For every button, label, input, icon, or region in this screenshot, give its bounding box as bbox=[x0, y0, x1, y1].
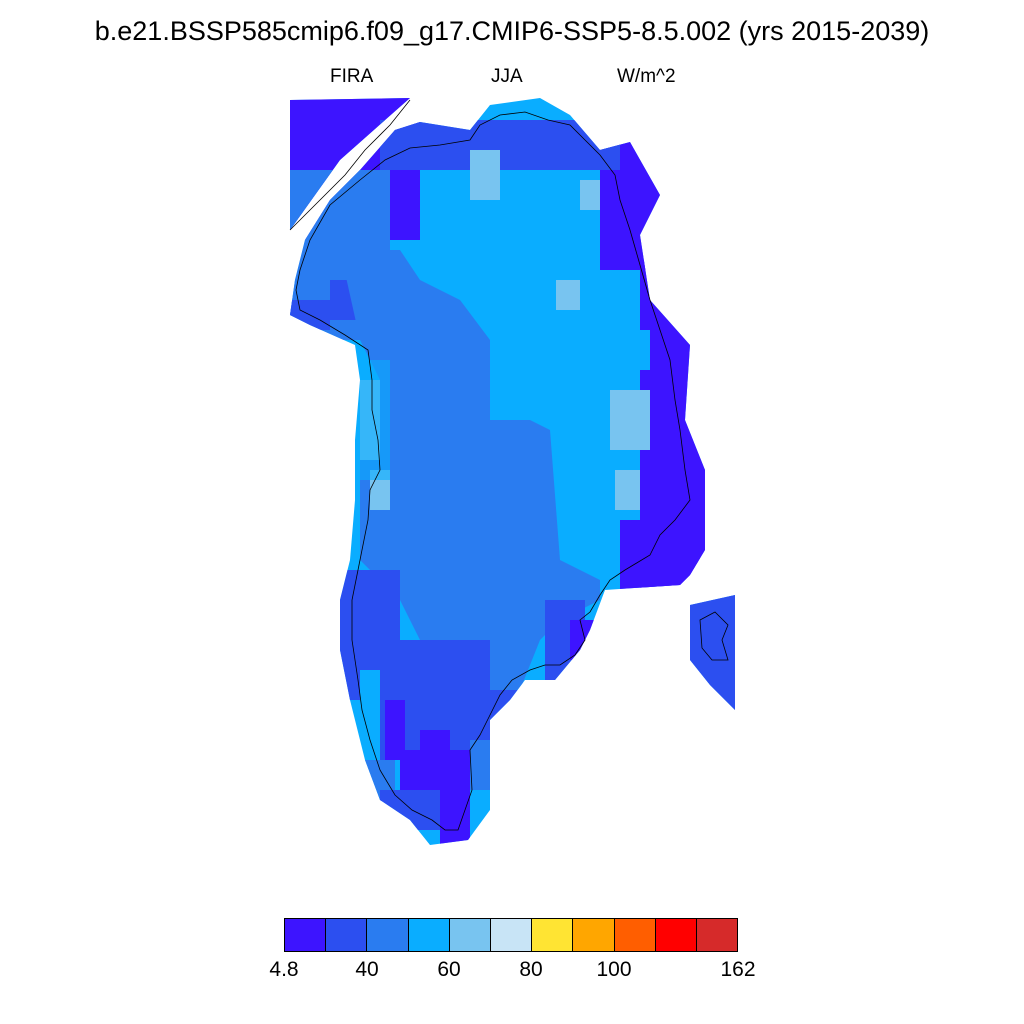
field-n-spot bbox=[470, 150, 500, 200]
colorbar-segment-11 bbox=[696, 919, 738, 951]
colorbar-segment-6 bbox=[490, 919, 533, 951]
field-s-deep1 bbox=[385, 700, 405, 760]
greenland-coastline bbox=[295, 111, 691, 831]
colorbar-segment-8 bbox=[573, 919, 615, 951]
units-label: W/m^2 bbox=[617, 66, 676, 87]
field-e-light2 bbox=[610, 390, 650, 450]
variable-label: FIRA bbox=[330, 66, 374, 87]
field-s-tip bbox=[440, 790, 470, 845]
data-field bbox=[290, 98, 735, 845]
colorbar-segment-5 bbox=[449, 919, 491, 951]
island-coastline bbox=[699, 611, 729, 661]
field-e-light3 bbox=[615, 470, 640, 510]
field-sw-cyan bbox=[360, 670, 380, 700]
field-e-light1 bbox=[556, 280, 580, 310]
ellesmere-coastline bbox=[289, 99, 411, 231]
field-n-spot2 bbox=[580, 180, 600, 210]
field-e-cyan bbox=[630, 330, 650, 370]
colorbar-segment-4 bbox=[408, 919, 450, 951]
field-central-sw bbox=[340, 250, 600, 690]
colorbar-tick-label: 162 bbox=[720, 958, 756, 981]
colorbar-tick-label: 80 bbox=[519, 958, 543, 981]
season-label: JJA bbox=[491, 66, 523, 87]
field-island bbox=[690, 595, 735, 715]
plot-title: b.e21.BSSP585cmip6.f09_g17.CMIP6-SSP5-8.… bbox=[94, 16, 930, 46]
colorbar-segment-1 bbox=[285, 919, 327, 951]
colorbar-tick-label: 100 bbox=[596, 958, 632, 981]
colorbar-segment-3 bbox=[367, 919, 409, 951]
colorbar bbox=[284, 918, 738, 952]
colorbar-tick-label: 60 bbox=[437, 958, 461, 981]
field-se-rim bbox=[620, 520, 700, 600]
field-s-deep2 bbox=[400, 750, 470, 790]
field-s-deep3 bbox=[420, 730, 450, 750]
field-s-band2 bbox=[490, 690, 530, 740]
colorbar-segment-10 bbox=[655, 919, 697, 951]
colorbar-tick-label: 4.8 bbox=[269, 958, 299, 981]
field-w-cyan bbox=[360, 360, 390, 480]
colorbar-segment-7 bbox=[532, 919, 574, 951]
field-s-band3 bbox=[380, 790, 440, 830]
field-s-medium2 bbox=[470, 740, 500, 790]
colorbar-segment-2 bbox=[326, 919, 368, 951]
colorbar-segment-9 bbox=[614, 919, 656, 951]
colorbar-tick-label: 40 bbox=[355, 958, 379, 981]
